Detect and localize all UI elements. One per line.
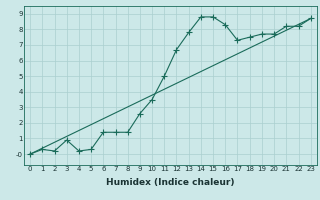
X-axis label: Humidex (Indice chaleur): Humidex (Indice chaleur) (106, 178, 235, 187)
